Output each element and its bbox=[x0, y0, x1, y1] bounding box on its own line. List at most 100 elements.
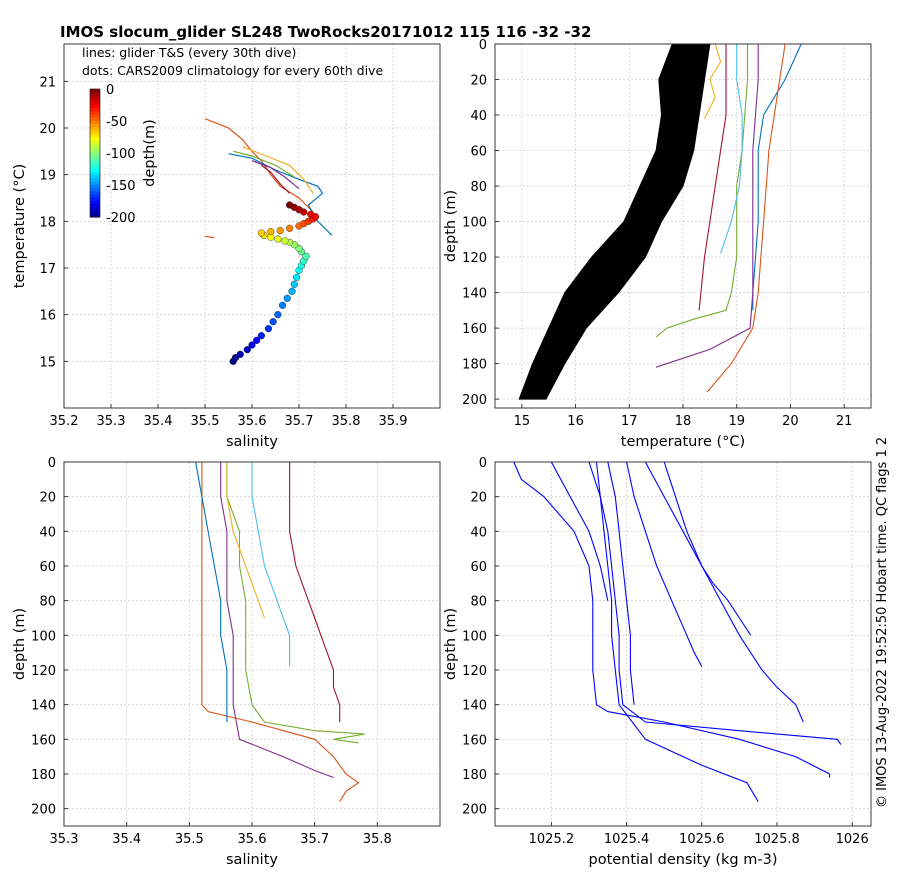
x-tick-label: 1025.4 bbox=[604, 832, 650, 847]
glider-ts-line bbox=[261, 164, 291, 194]
density-profile-line bbox=[663, 461, 752, 636]
colorbar-segment bbox=[90, 172, 100, 176]
x-tick-label: 18 bbox=[675, 414, 692, 429]
y-tick-label: 180 bbox=[462, 358, 487, 373]
figure-title: IMOS slocum_glider SL248 TwoRocks2017101… bbox=[60, 23, 591, 41]
x-tick-label: 35.5 bbox=[175, 832, 204, 847]
x-tick-label: 1025.8 bbox=[754, 832, 800, 847]
y-tick-label: 160 bbox=[31, 733, 56, 748]
climatology-dot bbox=[295, 244, 303, 253]
colorbar-segment bbox=[90, 159, 100, 164]
density-profile-line bbox=[588, 461, 842, 745]
x-tick-label: 16 bbox=[567, 414, 584, 429]
climatology-dot bbox=[283, 294, 291, 302]
y-tick-label: 0 bbox=[479, 456, 487, 471]
colorbar-tick-label: -150 bbox=[106, 179, 136, 194]
colorbar-segment bbox=[90, 169, 100, 173]
footer-credit: © IMOS 13-Aug-2022 19:52:50 Hobart time.… bbox=[875, 437, 890, 808]
colorbar-segment bbox=[90, 114, 100, 119]
salinity-profile-line bbox=[226, 462, 266, 619]
colorbar-tick-label: -100 bbox=[106, 147, 136, 162]
y-tick-label: 60 bbox=[470, 145, 487, 160]
climatology-dot bbox=[253, 336, 261, 344]
y-tick-label: 20 bbox=[39, 491, 56, 506]
y-tick-label: 20 bbox=[470, 491, 487, 506]
y-tick-label: 100 bbox=[31, 629, 56, 644]
colorbar-segment bbox=[90, 213, 100, 218]
glider-ts-line bbox=[233, 150, 295, 178]
density-profile-line bbox=[513, 461, 831, 778]
y-axis-label: temperature (°C) bbox=[12, 164, 28, 288]
x-tick-label: 1026 bbox=[836, 832, 869, 847]
colorbar-segment bbox=[90, 124, 100, 128]
x-tick-label: 35.8 bbox=[332, 414, 361, 429]
x-tick-label: 1025.2 bbox=[529, 832, 575, 847]
x-tick-label: 35.5 bbox=[191, 414, 220, 429]
y-tick-label: 40 bbox=[470, 525, 487, 540]
colorbar-label: depth(m) bbox=[142, 119, 158, 187]
climatology-dot bbox=[274, 235, 282, 243]
y-tick-label: 160 bbox=[462, 733, 487, 748]
y-tick-label: 15 bbox=[39, 355, 56, 370]
colorbar-segment bbox=[90, 188, 100, 192]
salinity-profile-line bbox=[220, 462, 334, 779]
x-axis-label: temperature (°C) bbox=[621, 434, 745, 450]
colorbar-segment bbox=[90, 127, 100, 132]
colorbar-tick-label: -200 bbox=[106, 211, 136, 226]
density-profile-line bbox=[626, 461, 703, 667]
x-tick-label: 35.4 bbox=[144, 414, 173, 429]
colorbar-segment bbox=[90, 105, 100, 109]
colorbar-segment bbox=[90, 89, 100, 93]
y-tick-label: 60 bbox=[470, 560, 487, 575]
colorbar-segment bbox=[90, 207, 100, 212]
colorbar-segment bbox=[90, 210, 100, 215]
climatology-dot bbox=[243, 346, 251, 354]
y-tick-label: 120 bbox=[462, 664, 487, 679]
density-profile-panel: 1025.2 1025.4 1025.6 1025.8 1026 0 20 40 60 80 100… bbox=[443, 456, 872, 868]
y-tick-label: 19 bbox=[39, 169, 56, 184]
climatology-dot bbox=[269, 318, 277, 326]
colorbar-tick-label: -50 bbox=[106, 115, 127, 130]
x-tick-label: 35.6 bbox=[238, 414, 267, 429]
climatology-dot bbox=[236, 350, 244, 358]
colorbar-segment bbox=[90, 133, 100, 138]
x-axis-label: salinity bbox=[226, 852, 278, 868]
y-tick-label: 200 bbox=[31, 803, 56, 818]
y-tick-label: 80 bbox=[470, 595, 487, 610]
x-axis-label: salinity bbox=[226, 434, 278, 450]
x-tick-label: 20 bbox=[782, 414, 799, 429]
x-tick-label: 21 bbox=[836, 414, 853, 429]
colorbar-segment bbox=[90, 191, 100, 196]
salinity-profile-line bbox=[226, 462, 365, 744]
colorbar-segment bbox=[90, 175, 100, 180]
density-profile-line bbox=[550, 461, 609, 601]
colorbar-segment bbox=[90, 201, 100, 205]
colorbar-segment bbox=[90, 101, 100, 106]
colorbar-frame bbox=[89, 88, 101, 218]
y-tick-label: 140 bbox=[462, 287, 487, 302]
density-profile-line bbox=[595, 461, 759, 802]
climatology-dot bbox=[267, 228, 275, 236]
climatology-band bbox=[518, 43, 711, 400]
salinity-profile-line bbox=[289, 462, 341, 722]
colorbar-segment bbox=[90, 98, 100, 103]
y-tick-label: 18 bbox=[39, 215, 56, 230]
y-tick-label: 140 bbox=[462, 699, 487, 714]
climatology-dot bbox=[288, 287, 296, 295]
y-tick-label: 20 bbox=[39, 122, 56, 137]
salinity-profile-panel: 35.3 35.4 35.5 35.6 35.7 35.8 0 20 40 60 80 100 120 1… bbox=[12, 456, 441, 868]
y-tick-label: 60 bbox=[39, 560, 56, 575]
y-tick-label: 100 bbox=[462, 629, 487, 644]
x-tick-label: 35.8 bbox=[363, 832, 392, 847]
y-tick-label: 100 bbox=[462, 216, 487, 231]
climatology-dot bbox=[257, 332, 266, 340]
climatology-dot bbox=[302, 252, 310, 260]
climatology-dot bbox=[276, 227, 284, 235]
climatology-dot bbox=[278, 301, 287, 309]
density-profile-line bbox=[607, 461, 635, 705]
colorbar-tick-label: 0 bbox=[106, 83, 114, 98]
y-tick-label: 200 bbox=[462, 393, 487, 408]
glider-ts-line bbox=[242, 146, 314, 194]
x-tick-label: 35.4 bbox=[112, 832, 141, 847]
